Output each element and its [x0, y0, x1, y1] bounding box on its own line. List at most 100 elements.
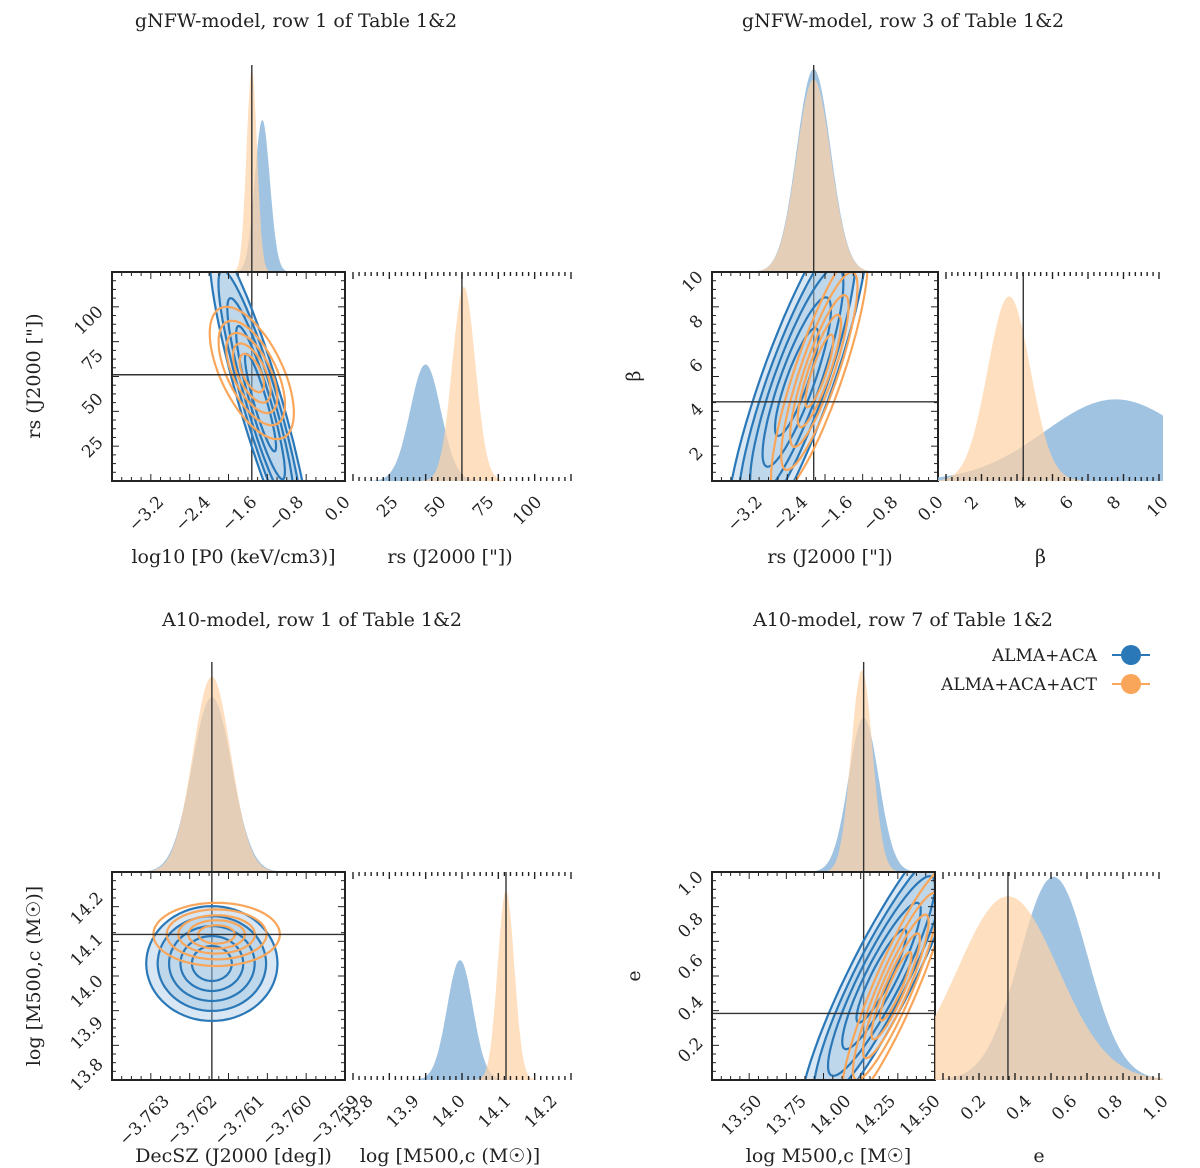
y-tick-label: 14.0 — [67, 971, 108, 1012]
marginal-top-orange — [112, 676, 345, 872]
y-tick-label: 50 — [78, 389, 107, 418]
side-x-tick-label: 2 — [961, 492, 983, 514]
side-x-tick-label: 100 — [509, 492, 546, 529]
contour-blue — [209, 272, 304, 481]
x-tick-label: −3.760 — [258, 1091, 317, 1150]
marginal-top-orange — [712, 79, 938, 272]
y-tick-label: 14.1 — [67, 930, 108, 971]
side-marginal-group — [938, 296, 1163, 481]
marginal-side-orange — [938, 296, 1163, 481]
contour-blue — [243, 352, 278, 453]
marginal-side-blue — [345, 364, 575, 481]
side-x-tick-label: 6 — [1056, 492, 1078, 514]
legend-label-alma-aca-act: ALMA+ACA+ACT — [940, 675, 1098, 695]
contour-fill-blue — [210, 272, 303, 481]
x-tick-label: 13.50 — [718, 1091, 767, 1140]
contour-orange — [780, 272, 859, 472]
marginal-side-orange — [345, 286, 575, 481]
y-tick-label: 0.4 — [674, 992, 707, 1025]
contour-group — [145, 901, 282, 1023]
contour-blue — [761, 296, 833, 468]
side-x-tick-label: 14.0 — [429, 1091, 470, 1132]
panel-title: gNFW-model, row 3 of Table 1&2 — [742, 10, 1064, 32]
side-x-tick-label: 75 — [469, 492, 498, 521]
side-axis-label: log [M500,c (M☉)] — [360, 1145, 540, 1167]
x-tick-label: 14.25 — [851, 1091, 900, 1140]
side-x-tick-label: 25 — [373, 492, 402, 521]
x-axis-label: rs (J2000 ["]) — [767, 546, 892, 568]
side-x-tick-label: 50 — [421, 492, 450, 521]
y-tick-label: 0.2 — [674, 1034, 707, 1067]
contour-blue — [730, 272, 866, 481]
x-tick-label: −3.763 — [115, 1091, 174, 1150]
x-tick-label: 0.0 — [321, 492, 354, 525]
marginal-side-orange — [935, 896, 1163, 1080]
y-axis-label: e — [623, 970, 645, 981]
x-tick-label: −0.8 — [859, 492, 902, 535]
y-tick-label: 4 — [686, 399, 708, 421]
corner-panel: −3.2 −2.4 −1.6 −0.8 0.0 2 4 6 8 10 2 4 6 8 10 rs (J2000… — [623, 65, 1173, 568]
contour-orange — [208, 305, 296, 441]
side-x-tick-label: 0.8 — [1094, 1091, 1127, 1124]
side-x-tick-label: 14.1 — [475, 1091, 516, 1132]
side-x-tick-label: 13.9 — [383, 1091, 424, 1132]
side-x-tick-label: 4 — [1009, 492, 1031, 514]
contour-orange — [870, 932, 922, 1041]
contour-group — [803, 872, 935, 1080]
contour-group — [208, 272, 304, 481]
x-tick-label: 13.75 — [762, 1091, 811, 1140]
y-tick-label: 2 — [686, 443, 708, 465]
x-tick-label: −2.4 — [769, 492, 812, 535]
marginal-side-orange — [345, 890, 575, 1080]
contour-blue — [226, 296, 294, 481]
x-axis-label: DecSZ (J2000 [deg]) — [135, 1145, 332, 1167]
y-tick-label: 6 — [686, 355, 708, 377]
contour-orange — [217, 319, 287, 427]
marginal-side-blue — [345, 960, 575, 1080]
contour-orange — [861, 913, 930, 1060]
contour-orange — [769, 272, 869, 481]
contour-orange — [225, 331, 279, 415]
side-marginal-group — [345, 286, 575, 481]
marginal-top-blue — [112, 119, 345, 273]
contour-blue — [813, 872, 935, 1080]
panel-title: A10-model, row 7 of Table 1&2 — [752, 609, 1053, 631]
contour-blue — [841, 901, 922, 1051]
x-tick-label: −3.762 — [163, 1091, 222, 1150]
y-tick-label: 25 — [78, 433, 107, 462]
legend-marker-alma-aca — [1121, 645, 1141, 665]
panel-title: A10-model, row 1 of Table 1&2 — [161, 609, 462, 631]
contour-orange — [851, 891, 935, 1080]
contour-orange — [841, 872, 935, 1080]
side-axis-label: rs (J2000 ["]) — [387, 546, 512, 568]
contour-orange — [879, 950, 913, 1022]
side-marginal-group — [345, 890, 575, 1080]
side-x-tick-label: 1.0 — [1139, 1091, 1172, 1124]
side-x-tick-label: 10 — [1143, 492, 1172, 521]
legend-marker-alma-aca-act — [1121, 674, 1141, 694]
y-tick-label: 0.6 — [674, 951, 707, 984]
contour-fill-blue — [157, 916, 267, 1011]
y-tick-label: 100 — [70, 302, 107, 339]
side-marginal-group — [935, 876, 1163, 1080]
legend: ALMA+ACA ALMA+ACA+ACT — [940, 645, 1150, 695]
contour-orange — [231, 342, 272, 404]
marginal-top-orange — [712, 670, 935, 872]
marginal-side-blue — [938, 399, 1163, 481]
side-x-tick-label: 0.4 — [1002, 1091, 1035, 1124]
y-tick-label: 0.8 — [674, 909, 707, 942]
y-tick-label: 14.2 — [67, 888, 108, 929]
panel-title: gNFW-model, row 1 of Table 1&2 — [135, 10, 457, 32]
side-x-tick-label: 0.6 — [1048, 1091, 1081, 1124]
x-tick-label: 0.0 — [914, 492, 947, 525]
x-axis-label: log M500,c [M☉] — [746, 1145, 911, 1167]
contour-blue — [217, 272, 299, 481]
x-tick-label: −1.6 — [814, 492, 857, 535]
legend-label-alma-aca: ALMA+ACA — [991, 646, 1098, 666]
x-tick-label: −3.2 — [723, 492, 766, 535]
contour-group — [730, 272, 869, 481]
y-tick-label: 75 — [78, 346, 107, 375]
y-axis-label: log [M500,c (M☉)] — [23, 886, 45, 1066]
